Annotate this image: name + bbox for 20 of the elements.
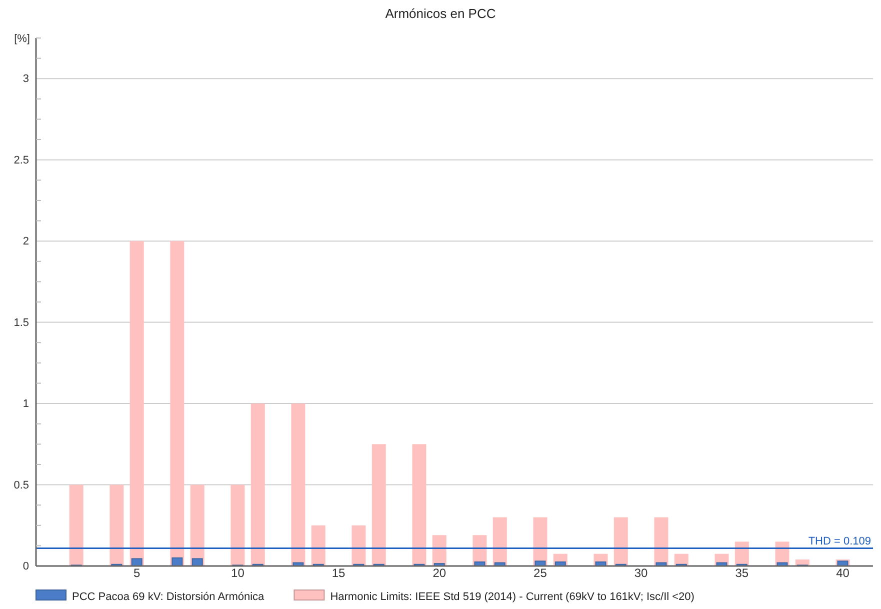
x-tick-label: 35 bbox=[735, 566, 749, 580]
x-tick-label: 30 bbox=[634, 566, 648, 580]
y-axis-title: [%] bbox=[14, 33, 30, 45]
x-tick-label: 25 bbox=[534, 566, 548, 580]
x-tick-label: 10 bbox=[231, 566, 245, 580]
y-tick-label: 3 bbox=[22, 73, 29, 86]
y-tick-label: 1 bbox=[22, 398, 29, 410]
y-tick-label: 2 bbox=[22, 236, 29, 248]
y-tick-label: 0.5 bbox=[14, 479, 29, 492]
ref-line-label: THD = 0.109 bbox=[808, 535, 871, 548]
x-tick-label: 5 bbox=[134, 566, 140, 580]
x-tick-label: 15 bbox=[332, 566, 346, 580]
legend-label: PCC Pacoa 69 kV: Distorsión Armónica bbox=[72, 591, 266, 603]
y-tick-label: 0 bbox=[22, 560, 29, 573]
x-tick-label: 40 bbox=[836, 566, 850, 580]
y-tick-label: 1.5 bbox=[14, 316, 29, 329]
x-tick-label: 20 bbox=[432, 566, 446, 580]
legend-label: Harmonic Limits: IEEE Std 519 (2014) - Current (69kV to 161kV; Isc/Il <20) bbox=[330, 591, 694, 603]
y-tick-label: 2.5 bbox=[14, 154, 29, 166]
chart-title: Armónicos en PCC bbox=[385, 6, 496, 21]
